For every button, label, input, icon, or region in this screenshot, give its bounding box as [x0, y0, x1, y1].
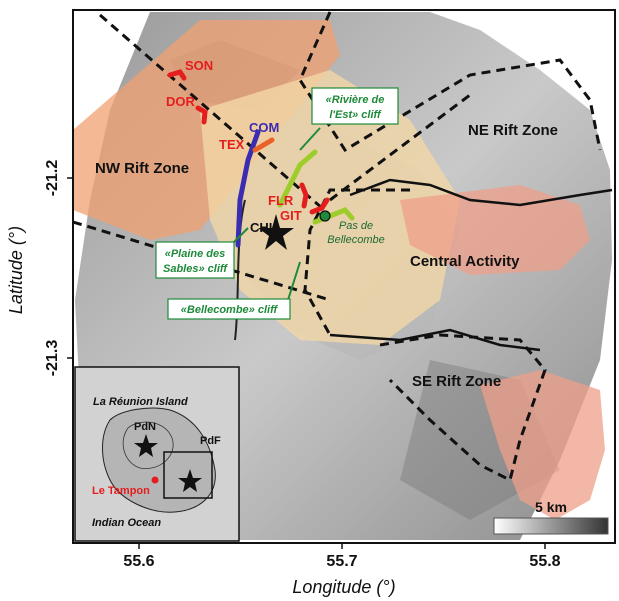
bellecombe-callout-box — [167, 298, 291, 320]
site-label-com: COM — [249, 120, 279, 135]
ne-rift-boundary — [298, 11, 602, 153]
site-label-chi: CHI — [250, 220, 272, 235]
riviere-callout-line2: l'Est» cliff — [329, 109, 382, 121]
son-line — [167, 69, 187, 81]
plaine-callout-box — [155, 241, 235, 279]
riviere-arrow — [299, 127, 321, 151]
pas-de-bellecombe-line1: Pas de — [339, 220, 373, 232]
se-rift-zone-label: SE Rift Zone — [412, 373, 501, 390]
bellecombe-arrow — [287, 261, 301, 301]
site-label-tex: TEX — [219, 137, 245, 152]
map-frame-border — [72, 9, 616, 544]
y-tick-label: -21.3 — [44, 340, 61, 377]
riviere-cliff-highlight — [277, 149, 318, 208]
site-label-flr: FLR — [268, 193, 294, 208]
x-ticks — [138, 543, 546, 549]
se-rift-zone-area — [480, 370, 605, 520]
plaine-callout-line2: Sables» cliff — [163, 263, 228, 275]
tex-line — [252, 137, 275, 153]
pas-de-bellecombe-line2: Bellecombe — [327, 234, 384, 246]
central-activity-zone-area — [400, 185, 590, 275]
scale-bar-label: 5 km — [535, 499, 567, 515]
x-tick-label: 55.6 — [123, 553, 154, 570]
x-axis-title: Longitude (°) — [292, 577, 395, 597]
site-label-son: SON — [185, 58, 213, 73]
inset-map: La Réunion Island PdN PdF Le Tampon Indi… — [74, 366, 240, 542]
dor-line — [195, 105, 208, 125]
riviere-callout-line1: «Rivière de — [326, 94, 385, 106]
central-boundary — [303, 188, 410, 336]
pas-de-bellecombe-marker — [319, 210, 331, 222]
central-activity-label: Central Activity — [410, 253, 520, 270]
inset-ocean-label: Indian Ocean — [92, 517, 161, 529]
inset-study-area-box — [163, 451, 213, 499]
git-line — [309, 197, 330, 215]
nw-rift-zone-label: NW Rift Zone — [95, 160, 189, 177]
nw-rift-boundary-1 — [99, 13, 331, 217]
site-label-git: GIT — [280, 208, 302, 223]
crater-star-icon — [258, 214, 294, 250]
plaine-arrow — [233, 227, 249, 243]
inset-le-tampon-marker — [151, 476, 159, 484]
x-tick-label: 55.8 — [529, 553, 560, 570]
flr-line — [299, 182, 309, 209]
site-label-dor: DOR — [166, 94, 196, 109]
y-axis-title: Latitude (°) — [6, 226, 26, 314]
y-tick-label: -21.2 — [44, 160, 61, 197]
inset-cirques — [122, 421, 174, 469]
central-area — [200, 70, 460, 345]
cliff-line-west — [234, 199, 246, 341]
bellecombe-callout-text: «Bellecombe» cliff — [181, 304, 279, 316]
inset-pdn-star-icon — [134, 434, 158, 457]
scale-bar — [493, 517, 609, 535]
fault-line-south — [329, 328, 541, 352]
inset-pdn-label: PdN — [134, 421, 156, 433]
riviere-callout-box — [311, 87, 399, 125]
plaine-callout-line1: «Plaine des — [165, 248, 226, 260]
inset-pdf-star-icon — [178, 469, 202, 492]
inset-le-tampon-label: Le Tampon — [92, 485, 150, 497]
inset-pdf-label: PdF — [200, 435, 221, 447]
fault-line-north — [349, 178, 613, 207]
ne-rift-zone-label: NE Rift Zone — [468, 122, 558, 139]
y-ticks — [67, 177, 73, 359]
inset-title: La Réunion Island — [93, 396, 188, 408]
com-line — [235, 129, 261, 248]
x-tick-label: 55.7 — [326, 553, 357, 570]
